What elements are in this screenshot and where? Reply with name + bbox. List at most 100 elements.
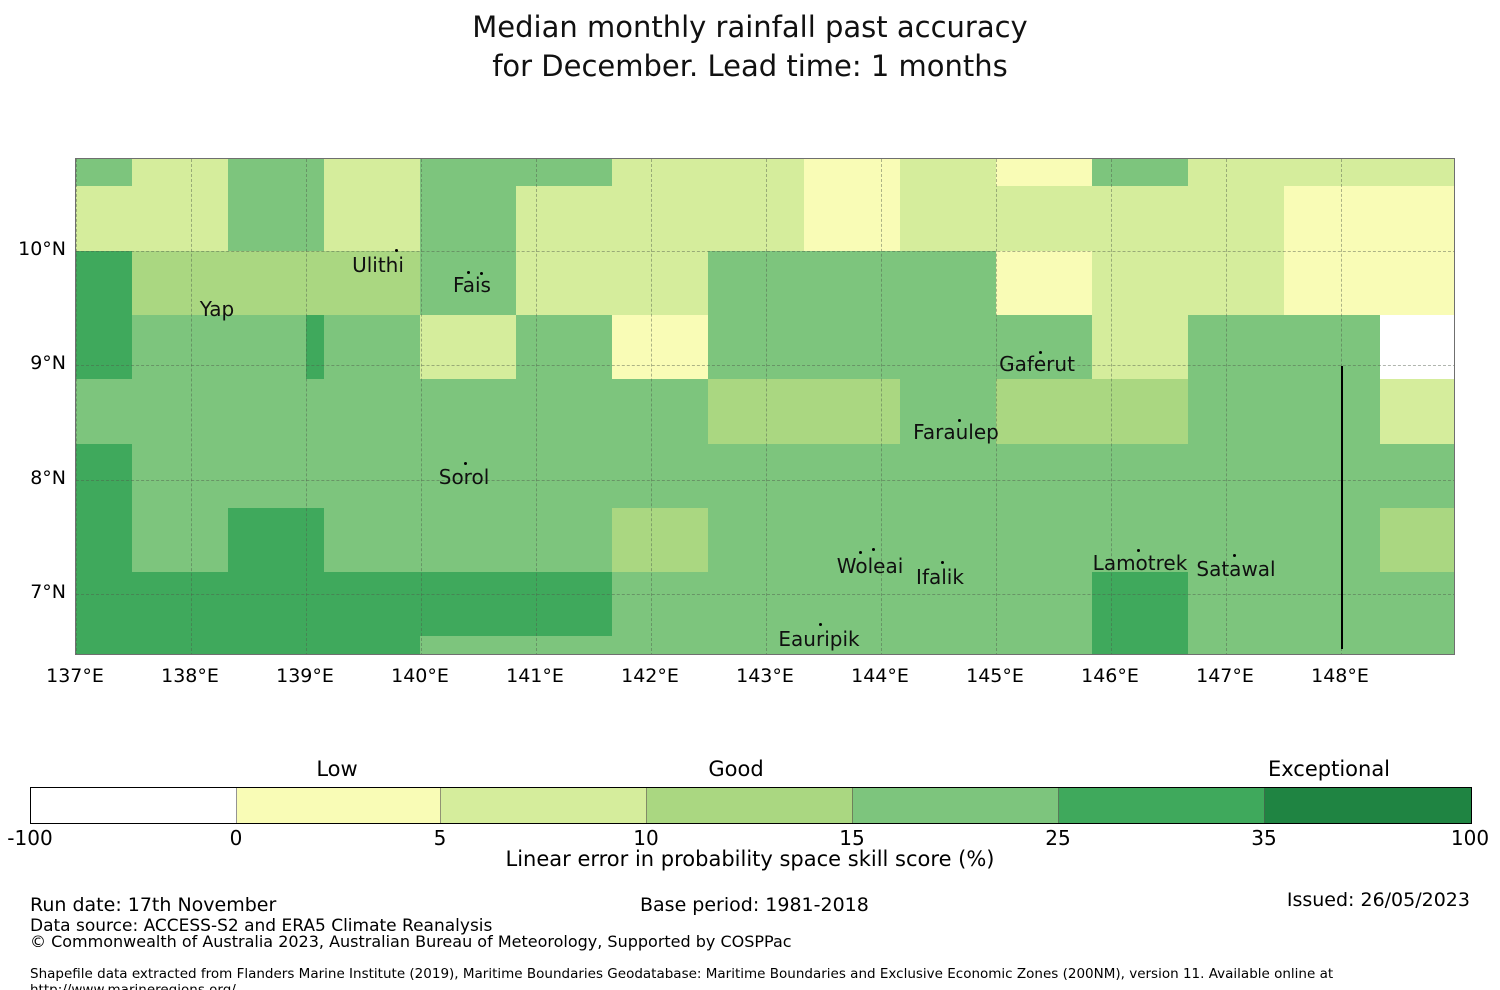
map-cell [804,444,900,508]
colorbar-tick-label: 5 [433,826,447,850]
map-cell [324,251,420,315]
y-tick-label: 9°N [30,352,66,374]
island-marker-dot [819,623,822,626]
map-cell [324,444,420,508]
map-cell [132,508,228,572]
map-cell [804,315,900,379]
colorbar-category-label: Exceptional [1267,757,1391,781]
map-cell [708,636,804,654]
gridline-vertical [421,159,422,654]
x-tick-label: 147°E [1196,665,1254,687]
chart-title-line2: for December. Lead time: 1 months [492,49,1008,83]
map-cell [76,508,132,572]
map-cell [1284,186,1380,251]
island-marker-dot [1233,554,1236,557]
map-cell [516,444,612,508]
y-tick-label: 8°N [30,467,66,489]
map-cell [1092,508,1188,572]
colorbar-tick-label: 10 [633,826,659,850]
x-tick-label: 140°E [391,665,449,687]
x-tick-label: 143°E [736,665,794,687]
map-cell [900,379,996,444]
shapefile-attribution-text: Shapefile data extracted from Flanders M… [30,966,1334,990]
map-cell [306,315,324,379]
map-cell [76,572,132,636]
map-cell [420,444,516,508]
map-cell [804,251,900,315]
map-cell [996,315,1092,379]
map-cell [516,159,612,186]
map-cell [228,379,306,444]
data-source-text: Data source: ACCESS-S2 and ERA5 Climate … [30,916,493,936]
map-cell [708,251,804,315]
map-cell [76,251,132,315]
map-cell [1188,572,1284,636]
map-cell [1188,508,1284,572]
y-tick-label: 7°N [30,581,66,603]
map-cell [228,315,306,379]
map-cell [1380,379,1454,444]
map-cell [420,186,516,251]
colorbar-tick-label: 25 [1045,826,1071,850]
map-cell [306,251,324,315]
map-cell [612,508,708,572]
colorbar-segment [647,788,853,823]
map-cell [804,159,900,186]
map-cell [996,444,1092,508]
map-cell [1092,186,1188,251]
map-cell [1188,159,1284,186]
map-cell [612,444,708,508]
map-cell [708,159,804,186]
island-marker-dot [1039,351,1042,354]
gridline-vertical [536,159,537,654]
map-cell [306,636,324,654]
island-marker-dot [464,462,467,465]
map-cell [306,159,324,186]
island-label: Faraulep [913,420,999,444]
map-cell [306,379,324,444]
map-cell [420,379,516,444]
gridline-vertical [1111,159,1112,654]
gridline-vertical [191,159,192,654]
colorbar-segment [441,788,647,823]
map-cell [306,572,324,636]
map-cell [76,444,132,508]
map-cell [132,444,228,508]
island-marker-dot [872,548,875,551]
gridline-horizontal [76,480,1454,481]
map-cell [1284,315,1380,379]
run-date-text: Run date: 17th November [30,894,277,916]
gridline-vertical [76,159,77,654]
island-marker-dot [467,271,470,274]
island-label: Sorol [438,465,490,489]
map-cell [804,186,900,251]
map-cell [1380,315,1454,379]
map-cell [1092,315,1188,379]
map-cell [324,508,420,572]
colorbar [30,787,1472,824]
map-cell [228,636,306,654]
gridline-vertical [996,159,997,654]
map-cell [132,572,228,636]
map-cell [516,251,612,315]
map-cell [612,379,708,444]
island-label: Eauripik [778,627,860,651]
map-cell [900,159,996,186]
map-cell [228,572,306,636]
map-cell [1188,379,1284,444]
map-cell [1188,444,1284,508]
map-cell [1380,508,1454,572]
map-cell [420,572,516,636]
map-cell [804,636,900,654]
colorbar-caption: Linear error in probability space skill … [505,847,995,871]
map-cell [1284,572,1380,636]
map-cell [612,186,708,251]
map-cell [420,159,516,186]
x-tick-label: 145°E [966,665,1024,687]
map-cell [516,572,612,636]
map-cell [612,251,708,315]
x-tick-label: 137°E [46,665,104,687]
map-cell [1092,572,1188,636]
map-cell [1284,636,1380,654]
